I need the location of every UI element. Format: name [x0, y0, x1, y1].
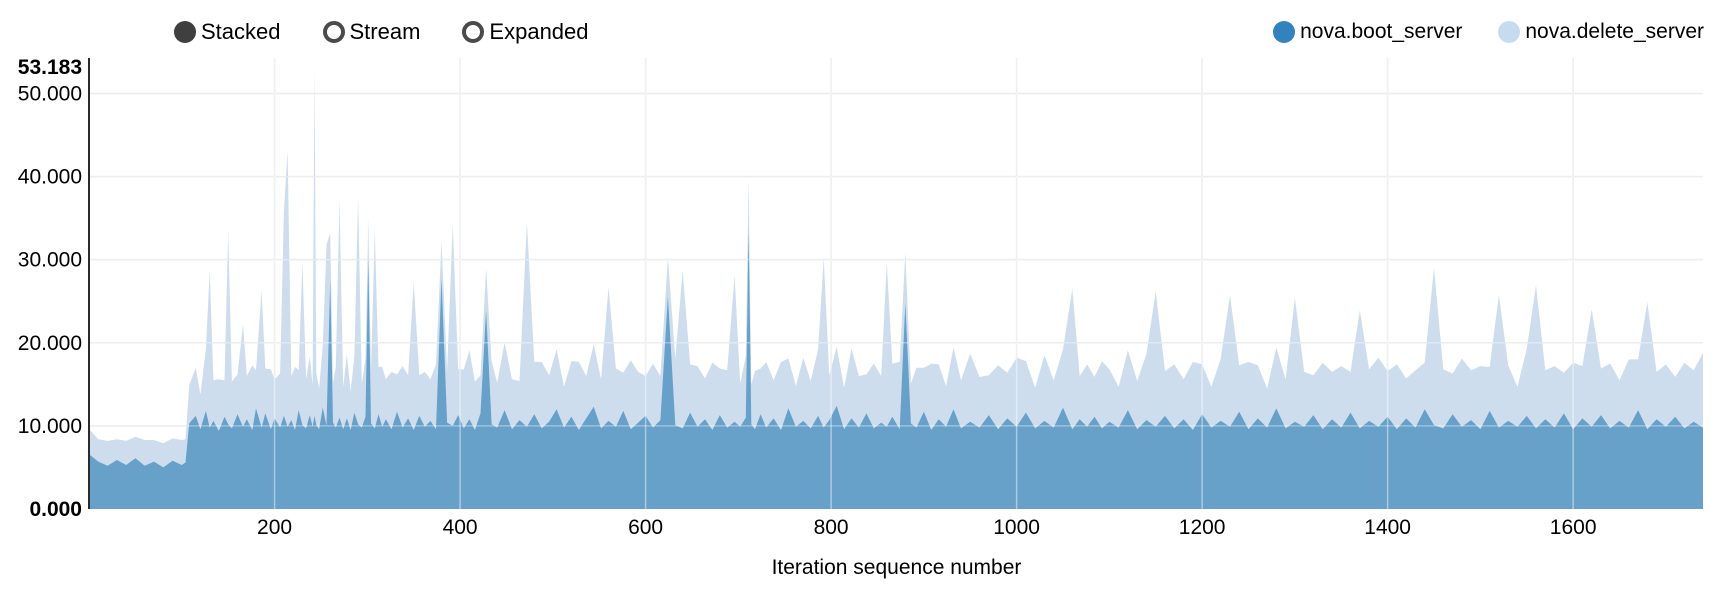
radio-selected-icon [174, 21, 196, 43]
y-tick-label: 50.000 [18, 82, 82, 105]
radio-unselected-icon [322, 21, 345, 43]
radio-expanded[interactable]: Expanded [462, 19, 589, 44]
legend-label-boot-server: nova.boot_server [1300, 20, 1463, 43]
radio-stream[interactable]: Stream [322, 19, 421, 44]
radio-unselected-icon [462, 21, 485, 43]
delete-server-area [90, 67, 1703, 509]
y-tick-label: 53.183 [18, 56, 82, 79]
gridlines-overlay [90, 58, 1703, 509]
series-color-dot [1273, 21, 1296, 43]
x-tick-label: 800 [814, 516, 849, 539]
radio-stacked-label: Stacked [201, 19, 281, 44]
radio-expanded-label: Expanded [489, 19, 589, 44]
x-tick-label: 1600 [1550, 516, 1597, 539]
x-tick-label: 1400 [1364, 516, 1411, 539]
y-tick-label: 40.000 [18, 166, 82, 189]
y-tick-label: 30.000 [18, 249, 82, 272]
boot-server-area [90, 228, 1703, 509]
x-tick-label: 1200 [1179, 516, 1226, 539]
legend-label-delete-server: nova.delete_server [1525, 20, 1704, 43]
x-tick-label: 200 [257, 516, 292, 539]
chart-mode-controls: Stacked Stream Expanded [174, 21, 589, 43]
radio-stream-label: Stream [349, 19, 421, 44]
x-axis-title: Iteration sequence number [771, 556, 1022, 579]
x-tick-label: 600 [628, 516, 663, 539]
legend-item-boot-server[interactable]: nova.boot_server [1273, 21, 1462, 43]
x-tick-label: 1000 [993, 516, 1040, 539]
y-tick-label: 20.000 [18, 332, 82, 355]
radio-stacked[interactable]: Stacked [174, 21, 281, 43]
series-color-dot [1498, 21, 1521, 43]
y-tick-label: 10.000 [18, 415, 82, 438]
y-tick-label: 0.000 [29, 498, 82, 521]
chart-legend: nova.boot_server nova.delete_server [1273, 21, 1704, 43]
legend-item-delete-server[interactable]: nova.delete_server [1498, 21, 1704, 43]
x-tick-label: 400 [443, 516, 478, 539]
